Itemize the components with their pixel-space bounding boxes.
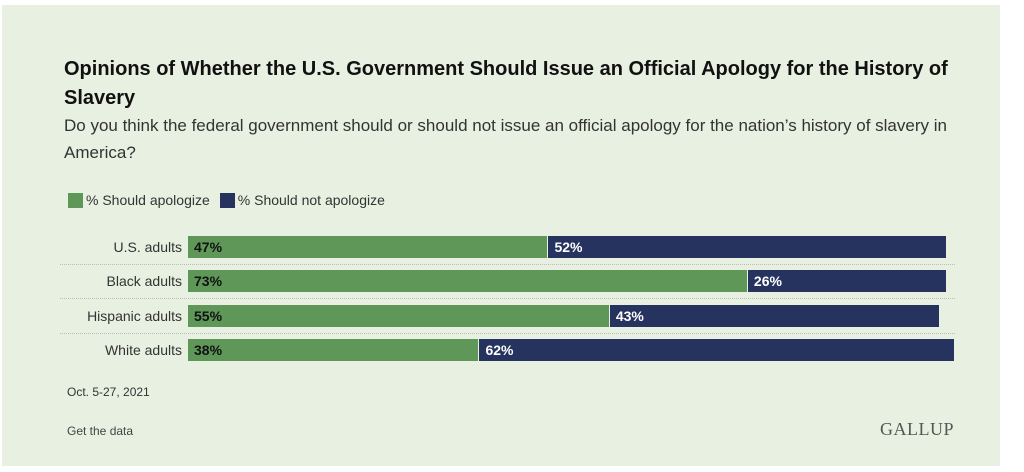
category-label: U.S. adults [113, 239, 182, 255]
category-label: Hispanic adults [87, 308, 182, 324]
bar-row: White adults 38% 62% [0, 339, 954, 361]
legend: % Should apologize % Should not apologiz… [68, 192, 395, 208]
legend-label-not-apologize: % Should not apologize [237, 192, 385, 208]
bar-should-not-apologize: 26% [747, 270, 947, 292]
survey-date: Oct. 5-27, 2021 [67, 385, 150, 399]
legend-label-apologize: % Should apologize [86, 192, 210, 208]
row-separator [60, 298, 955, 299]
category-label: White adults [104, 342, 182, 358]
bar-should-apologize: 38% [188, 339, 479, 361]
bar-should-not-apologize: 52% [548, 236, 947, 258]
row-separator [60, 333, 955, 334]
gallup-logo: GALLUP [880, 419, 954, 439]
chart-subtitle: Do you think the federal government shou… [64, 116, 947, 162]
bar-should-apologize: 47% [188, 236, 548, 258]
chart-title: Opinions of Whether the U.S. Government … [64, 58, 948, 109]
chart-card [2, 5, 1000, 466]
legend-swatch-apologize [68, 192, 83, 208]
category-label: Black adults [106, 273, 182, 289]
bar-row: Black adults 73% 26% [0, 270, 947, 292]
row-separator [60, 264, 955, 265]
legend-swatch-not-apologize [219, 192, 235, 208]
bar-should-not-apologize: 43% [609, 305, 939, 327]
bar-should-not-apologize: 62% [479, 339, 954, 361]
bar-row: Hispanic adults 55% 43% [0, 305, 939, 327]
bar-row: U.S. adults 47% 52% [0, 236, 947, 258]
get-data-link[interactable]: Get the data [67, 424, 134, 438]
bar-should-apologize: 55% [188, 305, 609, 327]
bar-should-apologize: 73% [188, 270, 747, 292]
